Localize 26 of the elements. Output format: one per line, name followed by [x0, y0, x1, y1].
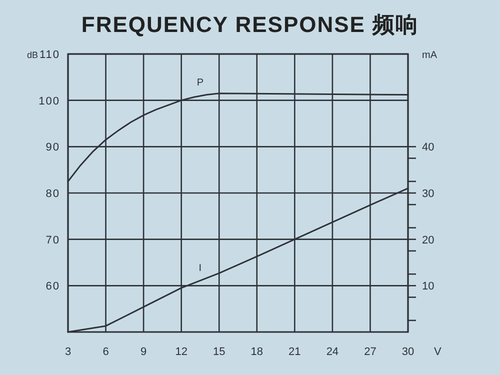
y2-tick-label: 10 — [422, 280, 434, 293]
x-tick-label: 15 — [212, 346, 226, 358]
y2-tick-label: 30 — [422, 188, 434, 200]
y-axis-title: dB — [26, 50, 38, 60]
x-tick-label: 24 — [326, 346, 339, 358]
x-tick-label: 6 — [102, 346, 109, 358]
x-tick-label: 12 — [175, 346, 188, 358]
x-tick-label: 9 — [140, 346, 147, 358]
series-label: I — [198, 262, 202, 274]
chart-title: FREQUENCY RESPONSE 频响 — [81, 12, 419, 37]
y-tick-label: 100 — [38, 95, 60, 108]
x-tick-label: 30 — [402, 346, 414, 358]
x-tick-label: 27 — [364, 346, 376, 358]
x-tick-label: 21 — [288, 346, 301, 358]
y2-tick-label: 40 — [422, 142, 434, 154]
y-tick-label: 60 — [46, 280, 60, 293]
y2-axis-title: mA — [422, 50, 438, 61]
y-tick-label: 70 — [46, 234, 60, 246]
y-tick-label: 110 — [39, 49, 60, 61]
x-tick-label: 3 — [64, 346, 72, 358]
x-axis-title: V — [434, 346, 442, 358]
y-tick-label: 90 — [46, 142, 60, 154]
y2-tick-label: 20 — [422, 234, 434, 246]
series-label: P — [196, 77, 204, 88]
y-tick-label: 80 — [46, 188, 60, 200]
x-tick-label: 18 — [250, 346, 264, 358]
